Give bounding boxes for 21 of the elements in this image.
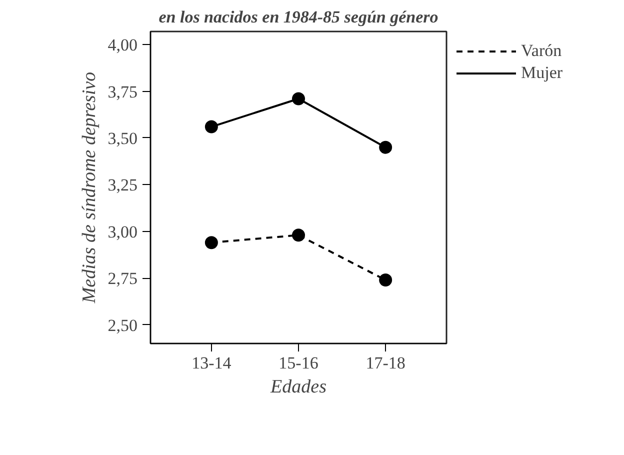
x-tick-label: 13-14	[192, 354, 232, 372]
y-tick-label: 2,50	[108, 316, 138, 335]
x-axis-title: Edades	[270, 376, 326, 398]
legend-label: Mujer	[521, 63, 563, 83]
y-tick-label: 3,00	[108, 222, 138, 242]
y-tick-label: 2,75	[108, 269, 138, 288]
point	[204, 120, 218, 134]
point	[292, 228, 305, 242]
point	[379, 140, 392, 154]
y-tick-label: 4,00	[108, 36, 138, 55]
y-tick-label: 3,50	[108, 128, 138, 148]
chart-title: en los nacidos en 1984-85 según género	[158, 8, 438, 26]
point	[379, 273, 392, 286]
y-axis-title: Medias de síndrome depresivo	[78, 72, 100, 304]
x-tick-label: 17-18	[366, 354, 406, 372]
y-tick-label: 3,25	[108, 176, 138, 195]
legend-label: Varón	[521, 41, 562, 61]
x-tick-label: 15-16	[278, 354, 318, 372]
point	[204, 236, 218, 250]
point	[292, 92, 305, 106]
y-tick-label: 3,75	[108, 82, 138, 102]
